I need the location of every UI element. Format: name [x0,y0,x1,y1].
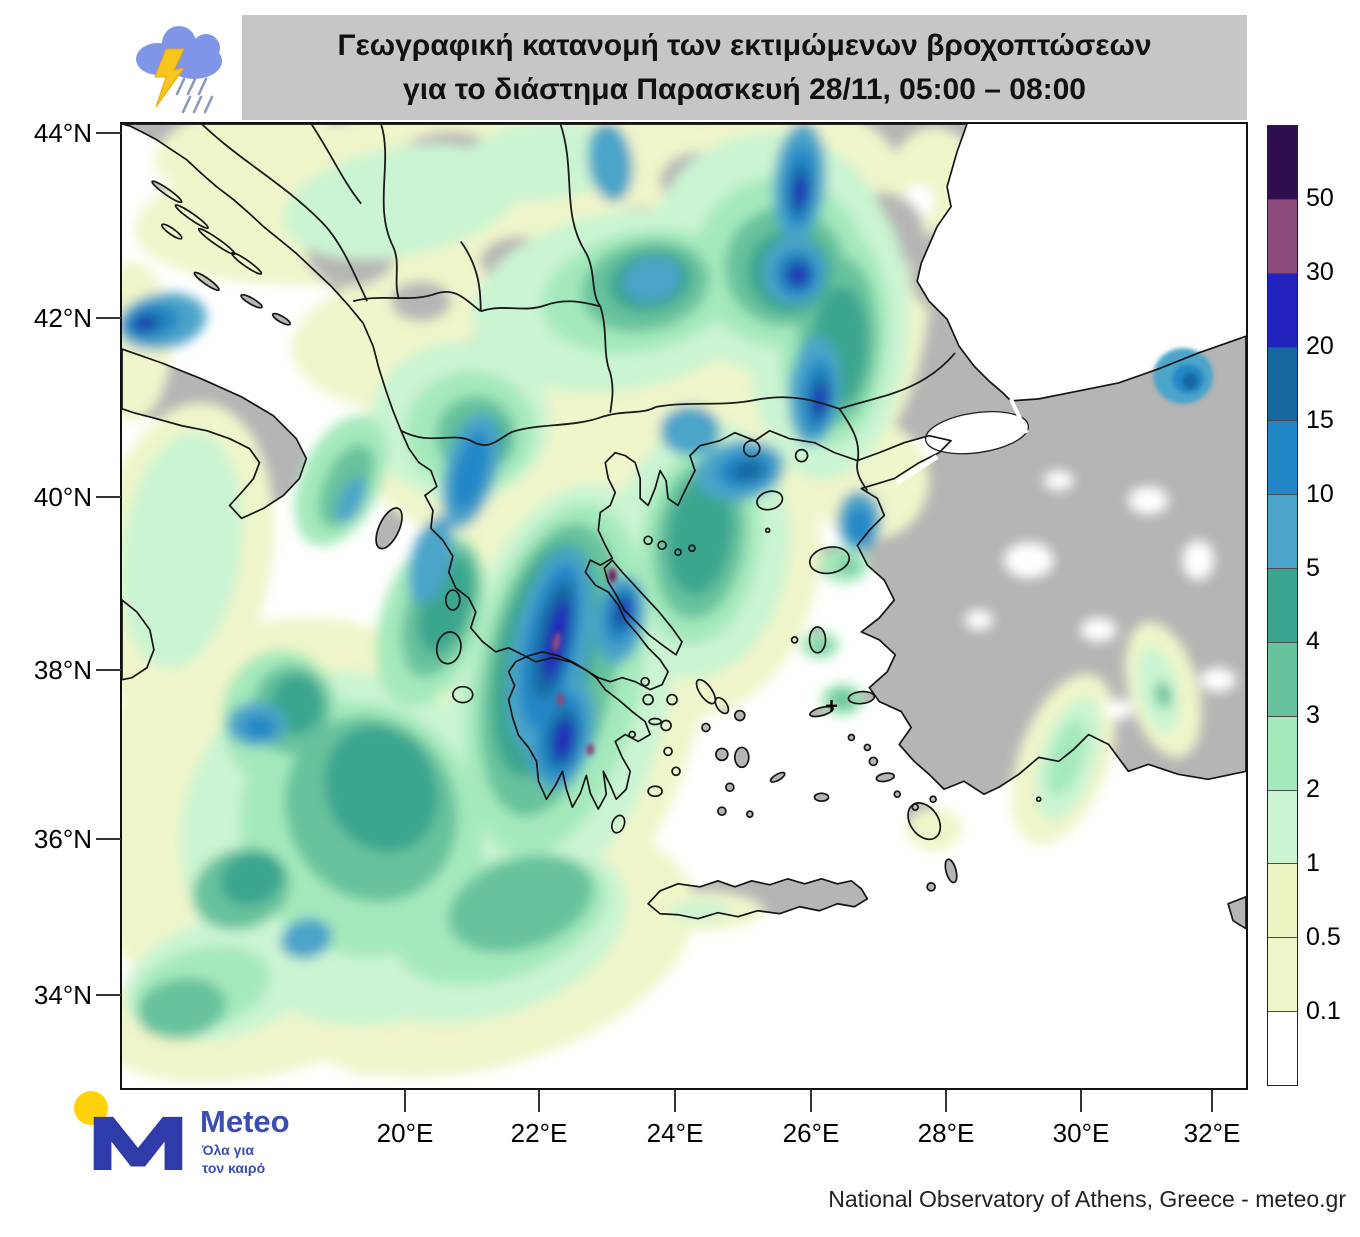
legend-band [1268,790,1297,865]
lat-tick-label: 44°N [33,118,92,148]
lon-tick [1211,1090,1213,1112]
legend-band [1268,569,1297,643]
lat-tick-label: 40°N [33,482,92,512]
legend-value-label: 50 [1306,183,1334,212]
title-line-1: Γεωγραφική κατανομή των εκτιμώμενων βροχ… [337,29,1152,62]
lat-tick [96,496,121,498]
legend-value-label: 0.5 [1306,923,1341,952]
legend-colorbar [1267,125,1298,1086]
lon-tick-label: 22°E [510,1118,568,1148]
black-sea-rain-cell [1153,348,1214,404]
legend-band [1268,938,1297,1013]
max-precip-marker: + [825,694,838,719]
precipitation-map: + [122,124,1246,1088]
lon-tick [945,1090,947,1112]
lightning-bolt [154,48,186,108]
legend-value-label: 20 [1306,331,1334,360]
legend-band [1268,199,1297,274]
lon-tick [810,1090,812,1112]
lon-tick [1080,1090,1082,1112]
legend-band [1268,126,1297,200]
coastlines-borders [122,124,1246,930]
logo-m-mark [93,1116,183,1170]
lat-tick-label: 42°N [33,303,92,333]
legend-band [1268,716,1297,791]
lon-tick-label: 24°E [646,1118,704,1148]
lat-tick [96,838,121,840]
legend-value-label: 3 [1306,701,1320,730]
logo-tagline-line1: Όλα για [202,1142,254,1158]
legend-band [1268,273,1297,348]
legend-value-label: 1 [1306,849,1320,878]
lon-tick-label: 30°E [1052,1118,1110,1148]
marmara-sea [925,411,1029,454]
legend-value-label: 2 [1306,775,1320,804]
lat-tick-label: 34°N [33,980,92,1010]
title-banner: Γεωγραφική κατανομή των εκτιμώμενων βροχ… [242,15,1247,120]
logo-tagline-line2: τον καιρό [202,1160,266,1177]
legend-value-label: 5 [1306,553,1320,582]
legend-band [1268,864,1297,939]
lon-tick-label: 32°E [1183,1118,1241,1148]
lat-tick [96,132,121,134]
legend-band [1268,421,1297,496]
legend-band [1268,347,1297,422]
lat-tick [96,994,121,996]
lat-tick-label: 36°N [33,824,92,854]
attribution-text: National Observatory of Athens, Greece -… [828,1186,1346,1212]
legend-value-label: 10 [1306,479,1334,508]
lon-tick-label: 26°E [782,1118,840,1148]
logo-brand-text: Meteo [200,1104,290,1139]
lon-tick [404,1090,406,1112]
lat-tick [96,317,121,319]
logo-tagline: Όλα για τον καιρό [202,1141,265,1177]
legend-value-label: 30 [1306,257,1334,286]
precipitation-maxima [552,567,618,756]
lon-tick [538,1090,540,1112]
legend-value-label: 0.1 [1306,997,1341,1026]
lat-tick [96,669,121,671]
legend-band [1268,642,1297,717]
black-sea [917,124,1246,454]
lon-tick-label: 20°E [376,1118,434,1148]
lon-tick-label: 28°E [917,1118,975,1148]
lon-tick [674,1090,676,1112]
weather-icon-box [122,15,242,120]
legend-value-label: 4 [1306,627,1320,656]
map-frame: + [120,122,1248,1090]
lat-tick-label: 38°N [33,655,92,685]
precipitation-field [122,124,1237,1083]
title-line-2: για το διάστημα Παρασκευή 28/11, 05:00 –… [403,72,1086,106]
storm-cloud-lightning-rain-icon [136,26,222,114]
rain-streaks [175,77,214,114]
legend-band [1268,495,1297,570]
legend-value-label: 15 [1306,405,1334,434]
legend-band [1268,1012,1297,1085]
